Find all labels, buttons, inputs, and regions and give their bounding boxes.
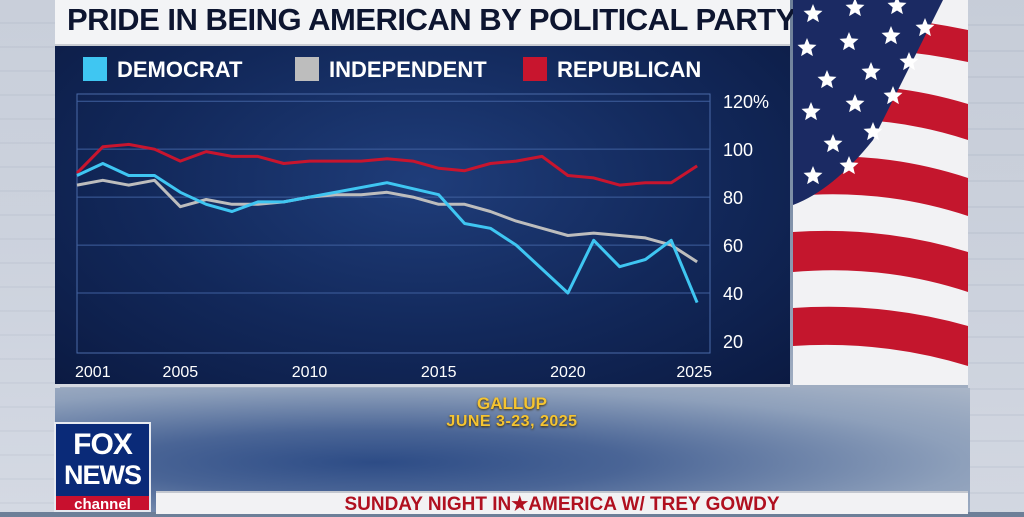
series-line-republican — [77, 144, 697, 185]
legend-item: DEMOCRAT — [83, 57, 243, 82]
chart-panel: DEMOCRAT INDEPENDENT REPUBLICAN 120% 100 80 6… — [55, 46, 790, 387]
y-tick-label: 80 — [723, 188, 743, 208]
plot-frame — [77, 94, 710, 353]
logo-channel-text: channel — [56, 496, 149, 512]
grid-lines — [77, 94, 710, 353]
y-tick-label: 120% — [723, 92, 769, 112]
x-tick-label: 2015 — [421, 364, 457, 381]
y-tick-label: 20 — [723, 332, 743, 352]
chart-legend: DEMOCRAT INDEPENDENT REPUBLICAN — [83, 57, 701, 82]
background-right — [968, 0, 1024, 512]
y-tick-label: 60 — [723, 236, 743, 256]
network-logo: FOX NEWS channel — [54, 422, 151, 512]
x-tick-label: 2020 — [550, 364, 586, 381]
x-axis-ticks: 2001 2005 2010 2015 2020 2025 — [75, 364, 712, 381]
legend-swatch — [83, 57, 107, 81]
series-lines — [77, 144, 697, 302]
source-date: JUNE 3-23, 2025 — [0, 413, 1024, 431]
american-flag — [793, 0, 968, 385]
legend-item: INDEPENDENT — [295, 57, 487, 82]
background-left — [0, 0, 60, 512]
legend-swatch — [295, 57, 319, 81]
x-tick-label: 2025 — [676, 364, 712, 381]
lower-third-banner: SUNDAY NIGHT IN★AMERICA W/ TREY GOWDY — [156, 491, 968, 514]
logo-fox-text: FOX — [56, 428, 149, 462]
show-name: SUNDAY NIGHT IN★AMERICA W/ TREY GOWDY — [156, 493, 968, 517]
title-bar: PRIDE IN BEING AMERICAN BY POLITICAL PAR… — [55, 0, 790, 46]
y-axis-ticks: 120% 100 80 60 40 20 — [723, 92, 769, 352]
x-tick-label: 2001 — [75, 364, 111, 381]
legend-label: DEMOCRAT — [117, 57, 243, 82]
source-name: GALLUP — [0, 394, 1024, 414]
y-tick-label: 40 — [723, 284, 743, 304]
chart-title: PRIDE IN BEING AMERICAN BY POLITICAL PAR… — [67, 2, 796, 38]
line-chart: DEMOCRAT INDEPENDENT REPUBLICAN 120% 100 80 6… — [55, 46, 790, 384]
legend-label: REPUBLICAN — [557, 57, 701, 82]
logo-news-text: NEWS — [56, 460, 149, 491]
x-tick-label: 2005 — [163, 364, 199, 381]
legend-swatch — [523, 57, 547, 81]
y-tick-label: 100 — [723, 140, 753, 160]
legend-item: REPUBLICAN — [523, 57, 701, 82]
legend-label: INDEPENDENT — [329, 57, 487, 82]
x-tick-label: 2010 — [292, 364, 328, 381]
